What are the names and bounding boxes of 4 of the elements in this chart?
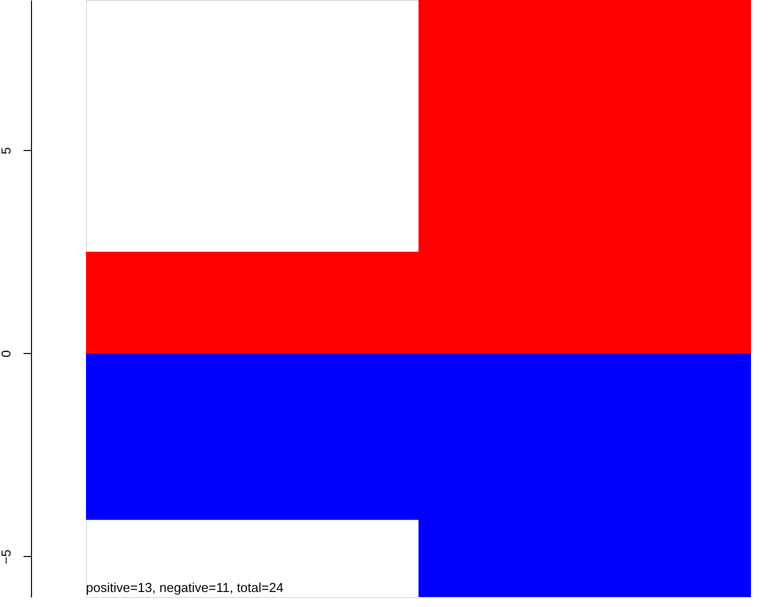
y-tick-label: 5 <box>0 147 14 154</box>
y-tick-label: 0 <box>0 350 14 358</box>
annotation: positive=13, negative=11, total=24 <box>86 580 284 595</box>
y-tick-label: −5 <box>0 549 14 564</box>
